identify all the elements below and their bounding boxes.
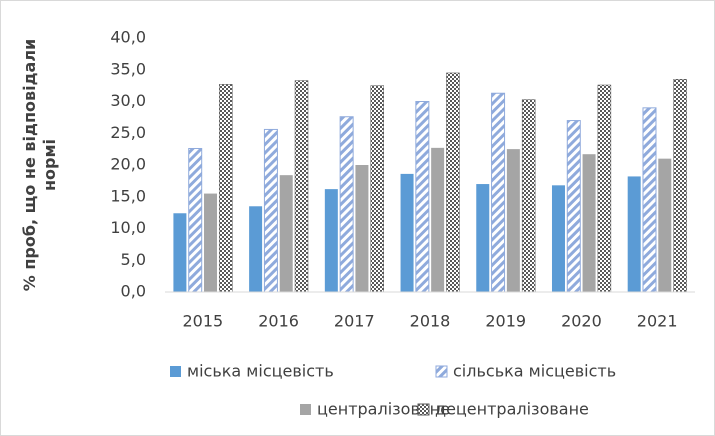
x-tick-label: 2019 [485, 312, 526, 331]
x-tick-label: 2015 [182, 312, 223, 331]
x-tick-label: 2016 [258, 312, 299, 331]
legend-swatch [300, 404, 311, 415]
bar [204, 193, 218, 292]
bar [521, 99, 536, 293]
bar [355, 165, 369, 292]
y-axis-label-line: нормі [40, 139, 59, 191]
bar [415, 101, 430, 293]
x-tick-label: 2017 [334, 312, 375, 331]
bar [446, 72, 460, 293]
y-tick-label: 15,0 [110, 186, 146, 205]
bar [431, 147, 445, 292]
y-axis-label: % проб, що не відповідалинормі [20, 39, 59, 291]
bar [566, 120, 581, 293]
x-tick-label: 2021 [637, 312, 678, 331]
y-tick-label: 35,0 [110, 59, 146, 78]
bar [339, 116, 354, 293]
legend-label: сільська місцевість [453, 362, 616, 381]
y-tick-label: 25,0 [110, 123, 146, 142]
bar [219, 84, 233, 293]
bar [506, 149, 520, 292]
bar [324, 189, 338, 292]
bar [673, 79, 687, 293]
bar [551, 185, 565, 292]
bar [642, 107, 657, 293]
bar [597, 84, 612, 293]
bar [627, 176, 641, 292]
bar [582, 154, 596, 292]
y-tick-label: 0,0 [121, 282, 146, 301]
bar [188, 147, 203, 293]
legend-label: децентралізоване [435, 400, 589, 419]
y-tick-label: 40,0 [110, 28, 146, 47]
bar [476, 184, 490, 292]
bar [658, 158, 672, 292]
x-tick-label: 2018 [410, 312, 451, 331]
legend-swatch [417, 403, 430, 416]
bar [279, 175, 293, 292]
bar [294, 80, 309, 293]
bar [263, 128, 278, 293]
legend-label: міська місцевість [187, 362, 334, 381]
y-tick-label: 30,0 [110, 91, 146, 110]
y-tick-label: 20,0 [110, 155, 146, 174]
legend-label: централізоване [317, 400, 450, 419]
bar [491, 92, 506, 293]
bar [173, 213, 187, 292]
legend-swatch [435, 365, 448, 378]
y-axis-label-line: % проб, що не відповідали [20, 39, 39, 291]
y-tick-label: 5,0 [121, 250, 146, 269]
y-tick-label: 10,0 [110, 218, 146, 237]
bar [370, 85, 384, 293]
bar [249, 206, 263, 292]
legend-swatch [170, 366, 181, 377]
x-tick-label: 2020 [561, 312, 602, 331]
bar [400, 173, 414, 292]
